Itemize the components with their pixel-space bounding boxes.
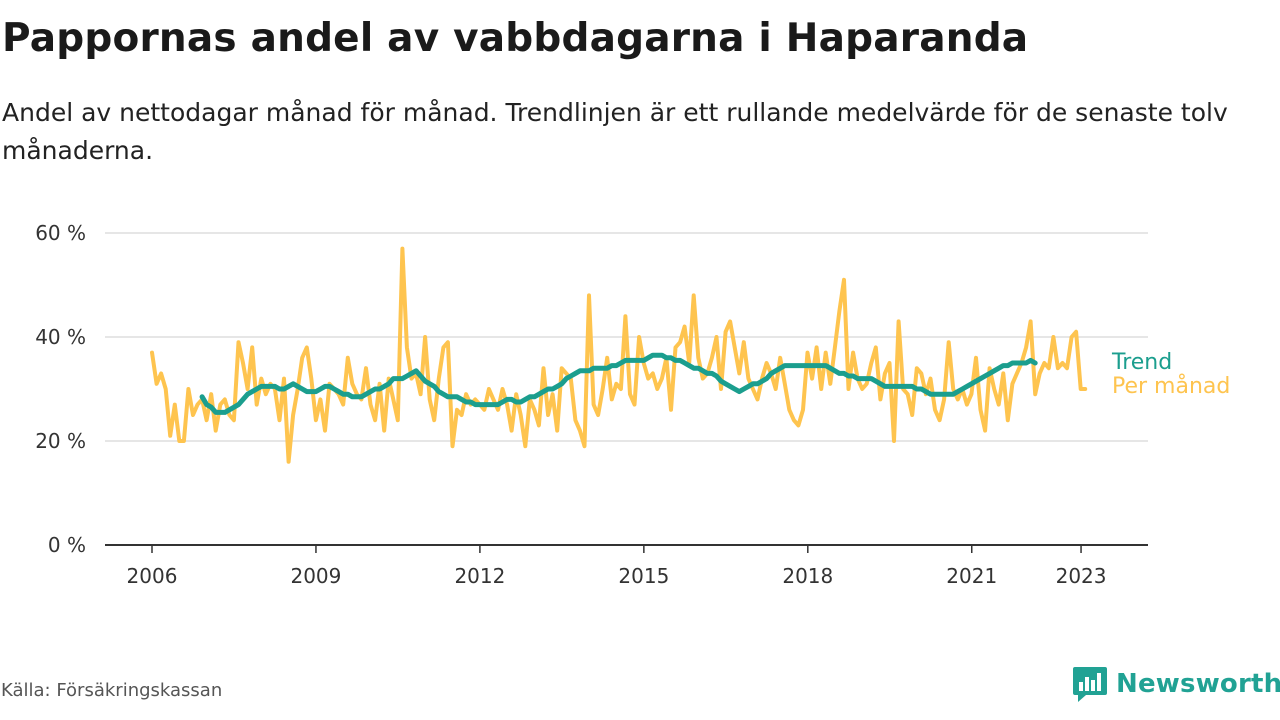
source-note: Källa: Försäkringskassan: [1, 680, 223, 701]
x-tick-label: 2006: [127, 564, 178, 588]
series-label-per-manad: Per månad: [1112, 373, 1230, 399]
brand-name: Newsworthy: [1116, 669, 1280, 699]
bar-chart-speech-bubble-icon: [1073, 667, 1107, 702]
x-tick-label: 2023: [1056, 564, 1107, 588]
series-label-trend: Trend: [1111, 350, 1172, 375]
x-tick-label: 2009: [290, 564, 341, 588]
y-tick-label: 0 %: [48, 533, 86, 557]
chart-title: Pappornas andel av vabbdagarna i Haparan…: [2, 16, 1029, 61]
x-tick-label: 2012: [454, 564, 505, 588]
series-lines: [150, 246, 1088, 464]
y-tick-label: 60 %: [35, 221, 86, 245]
x-tick-label: 2021: [946, 564, 997, 588]
y-tick-label: 20 %: [35, 429, 86, 453]
series-line-trend: [199, 352, 1038, 415]
x-axis: 2006 2009 2012 2015 2018 2021 2023: [105, 544, 1148, 588]
x-tick-label: 2015: [618, 564, 669, 588]
x-tick-label: 2018: [782, 564, 833, 588]
y-tick-label: 40 %: [35, 325, 86, 349]
chart-subtitle: Andel av nettodagar månad för månad. Tre…: [2, 98, 1228, 165]
series-line-per-manad: [150, 246, 1088, 464]
brand-logo-block[interactable]: Newsworthy: [1072, 664, 1280, 704]
y-axis-labels: 0 % 20 % 40 % 60 %: [35, 221, 86, 557]
